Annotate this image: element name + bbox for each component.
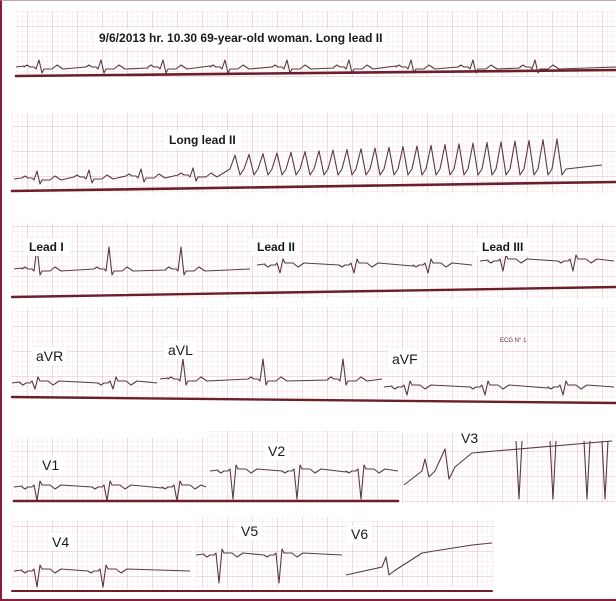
trace-avl <box>159 358 383 386</box>
lead-label-avf: aVF <box>388 350 422 368</box>
baseline-row-1 <box>14 68 616 78</box>
lead-label-v3: V3 <box>457 429 483 447</box>
grid-row-5b <box>208 431 400 501</box>
strip-label-long-lead-ii: Long lead II <box>164 131 241 149</box>
trace-v2 <box>209 464 399 500</box>
lead-label-iii: Lead III <box>477 238 529 256</box>
trace-lead-ii <box>256 258 473 274</box>
lead-label-avr: aVR <box>32 347 68 365</box>
trace-v6 <box>345 542 493 576</box>
lead-label-v2: V2 <box>264 442 290 460</box>
trace-lead-iii <box>479 254 615 272</box>
trace-avr <box>11 376 158 390</box>
grid-row-5c <box>402 433 616 503</box>
grid-row-3 <box>12 223 616 299</box>
lead-label-v1: V1 <box>38 456 64 474</box>
lead-label-v5: V5 <box>237 522 263 540</box>
lead-label-v4: V4 <box>48 533 74 551</box>
trace-v4 <box>13 564 191 588</box>
trace-long-lead-ii-2 <box>13 138 603 185</box>
lead-label-v6: V6 <box>347 525 373 543</box>
baseline-row-2 <box>10 180 616 193</box>
baseline-row-3 <box>10 285 616 299</box>
grid-row-4 <box>12 307 616 399</box>
trace-v5 <box>195 548 343 584</box>
grid-row-2 <box>12 113 616 193</box>
lead-label-ii: Lead II <box>252 238 301 256</box>
baseline-row-4 <box>10 395 616 405</box>
trace-v3 <box>403 440 613 500</box>
waveforms <box>10 59 616 592</box>
grid-paper <box>12 11 616 591</box>
ecg-stamp: ECG N° 1 <box>500 338 527 344</box>
lead-label-avl: aVL <box>164 341 197 359</box>
trace-lead-i <box>13 246 251 276</box>
lead-label-i: Lead I <box>24 238 69 256</box>
header-caption: 9/6/2013 hr. 10.30 69-year-old woman. Lo… <box>94 29 388 47</box>
trace-long-lead-ii-1 <box>15 59 616 74</box>
trace-avf <box>383 380 615 396</box>
